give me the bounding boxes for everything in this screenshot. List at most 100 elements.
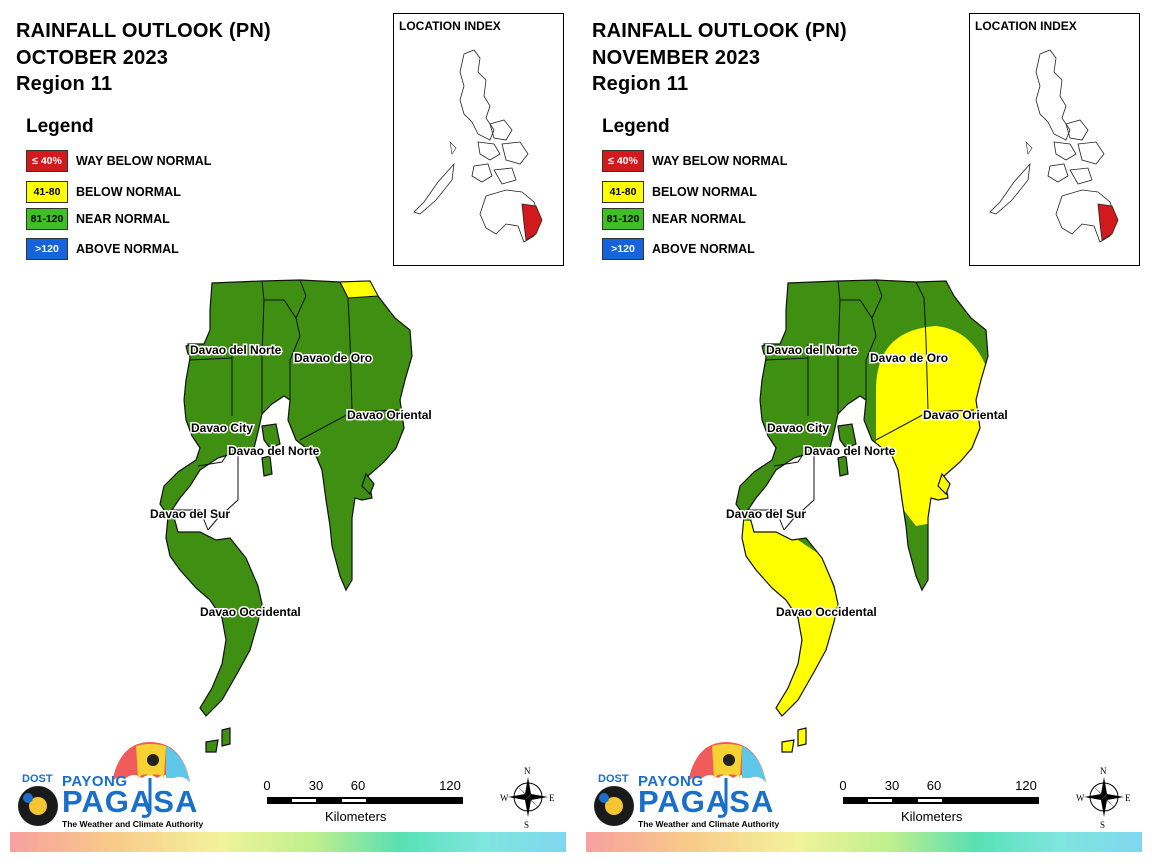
map-title: RAINFALL OUTLOOK (PN) bbox=[16, 20, 271, 42]
scale-unit-label: Kilometers bbox=[901, 809, 963, 824]
svg-text:W: W bbox=[500, 793, 509, 803]
payong-pagasa-logo: DOST PAYONG PAGASA The Weather and Clima… bbox=[592, 740, 779, 832]
legend-label: BELOW NORMAL bbox=[76, 185, 181, 199]
scale-tick: 30 bbox=[308, 778, 324, 793]
scale-unit-label: Kilometers bbox=[325, 809, 387, 824]
legend-swatch: >120 bbox=[602, 238, 644, 260]
philippines-index-map bbox=[989, 49, 1119, 243]
svg-text:N: N bbox=[524, 766, 531, 776]
label-davao-del-norte-samal: Davao del Norte bbox=[228, 444, 320, 458]
label-davao-de-oro: Davao de Oro bbox=[294, 351, 372, 365]
map-region: Region 11 bbox=[592, 73, 689, 95]
scale-bar: 0 30 60 120 Kilometers bbox=[260, 778, 470, 828]
island-samal bbox=[261, 423, 281, 449]
legend-label: NEAR NORMAL bbox=[652, 212, 746, 226]
location-index-inset: LOCATION INDEX bbox=[969, 13, 1140, 266]
region-11-map: Davao del Norte Davao de Oro Davao Orien… bbox=[725, 279, 1009, 753]
scale-bar-graphic bbox=[267, 797, 463, 804]
legend-title: Legend bbox=[602, 116, 670, 137]
map-region: Region 11 bbox=[16, 73, 113, 95]
legend-swatch: 41-80 bbox=[602, 181, 644, 203]
payong-pagasa-logo: DOST PAYONG PAGASA The Weather and Clima… bbox=[16, 740, 203, 832]
island-samal bbox=[837, 423, 857, 449]
label-davao-occidental: Davao Occidental bbox=[200, 605, 301, 619]
color-gradient-strip bbox=[586, 832, 1142, 852]
region-landmass bbox=[159, 279, 413, 717]
scale-tick: 30 bbox=[884, 778, 900, 793]
south-below-normal-zone bbox=[736, 520, 846, 716]
label-davao-oriental: Davao Oriental bbox=[923, 408, 1008, 422]
scale-tick: 60 bbox=[350, 778, 366, 793]
label-davao-del-norte: Davao del Norte bbox=[190, 343, 282, 357]
logo-tagline: The Weather and Climate Authority bbox=[62, 819, 204, 829]
umbrella-logo-icon bbox=[594, 742, 766, 826]
location-index-title: LOCATION INDEX bbox=[975, 19, 1077, 33]
logo-dost-text: DOST bbox=[598, 773, 629, 785]
location-index-inset: LOCATION INDEX bbox=[393, 13, 564, 266]
outlook-panel-november: RAINFALL OUTLOOK (PN) NOVEMBER 2023 Regi… bbox=[576, 0, 1152, 864]
island-south-2 bbox=[797, 727, 807, 747]
logo-dost-text: DOST bbox=[22, 773, 53, 785]
island-north-small bbox=[185, 343, 197, 355]
label-davao-del-sur: Davao del Sur bbox=[726, 507, 806, 521]
label-davao-de-oro: Davao de Oro bbox=[870, 351, 948, 365]
svg-text:S: S bbox=[524, 820, 529, 830]
island-small-2 bbox=[937, 472, 951, 496]
legend-label: WAY BELOW NORMAL bbox=[76, 154, 212, 168]
map-month: NOVEMBER 2023 bbox=[592, 47, 761, 69]
svg-text:W: W bbox=[1076, 793, 1085, 803]
logo-pagasa-text: PAGASA bbox=[62, 784, 199, 819]
label-davao-city: Davao City bbox=[191, 421, 253, 435]
legend-label: ABOVE NORMAL bbox=[76, 242, 179, 256]
region-11-map: Davao del Norte Davao de Oro Davao Orien… bbox=[149, 279, 433, 753]
legend-swatch: 41-80 bbox=[26, 181, 68, 203]
svg-text:N: N bbox=[1100, 766, 1107, 776]
island-north-small bbox=[761, 343, 773, 355]
compass-rose-icon: N S W E bbox=[500, 766, 555, 830]
island-small-1 bbox=[261, 455, 273, 477]
svg-text:S: S bbox=[1100, 820, 1105, 830]
color-gradient-strip bbox=[10, 832, 566, 852]
island-small-2 bbox=[361, 472, 375, 496]
island-south-1 bbox=[781, 739, 795, 753]
scale-tick: 0 bbox=[839, 778, 847, 793]
svg-text:E: E bbox=[549, 793, 555, 803]
island-south-2 bbox=[221, 727, 231, 747]
legend-label: WAY BELOW NORMAL bbox=[652, 154, 788, 168]
legend-label: ABOVE NORMAL bbox=[652, 242, 755, 256]
north-arrow-compass: N S W E bbox=[1076, 764, 1132, 830]
legend-label: NEAR NORMAL bbox=[76, 212, 170, 226]
legend-swatch: ≤ 40% bbox=[26, 150, 68, 172]
logo-pagasa-text: PAGASA bbox=[638, 784, 775, 819]
scale-tick: 120 bbox=[1015, 778, 1037, 793]
north-arrow-compass: N S W E bbox=[500, 764, 556, 830]
legend-swatch: 81-120 bbox=[602, 208, 644, 230]
island-small-1 bbox=[837, 455, 849, 477]
location-index-title: LOCATION INDEX bbox=[399, 19, 501, 33]
compass-rose-icon: N S W E bbox=[1076, 766, 1131, 830]
legend-swatch: 81-120 bbox=[26, 208, 68, 230]
map-title: RAINFALL OUTLOOK (PN) bbox=[592, 20, 847, 42]
philippines-index-map bbox=[413, 49, 543, 243]
legend-title: Legend bbox=[26, 116, 94, 137]
logo-payong-text: PAYONG bbox=[638, 773, 704, 790]
scale-tick: 60 bbox=[926, 778, 942, 793]
label-davao-del-norte: Davao del Norte bbox=[766, 343, 858, 357]
scale-tick: 120 bbox=[439, 778, 461, 793]
label-davao-city: Davao City bbox=[767, 421, 829, 435]
map-month: OCTOBER 2023 bbox=[16, 47, 169, 69]
logo-tagline: The Weather and Climate Authority bbox=[638, 819, 780, 829]
scale-bar-graphic bbox=[843, 797, 1039, 804]
scale-tick: 0 bbox=[263, 778, 271, 793]
umbrella-logo-icon bbox=[18, 742, 190, 826]
legend-swatch: >120 bbox=[26, 238, 68, 260]
legend-swatch: ≤ 40% bbox=[602, 150, 644, 172]
legend-label: BELOW NORMAL bbox=[652, 185, 757, 199]
label-davao-oriental: Davao Oriental bbox=[347, 408, 432, 422]
scale-bar: 0 30 60 120 Kilometers bbox=[836, 778, 1046, 828]
outlook-panel-october: RAINFALL OUTLOOK (PN) OCTOBER 2023 Regio… bbox=[10, 13, 566, 852]
svg-text:E: E bbox=[1125, 793, 1131, 803]
island-south-1 bbox=[205, 739, 219, 753]
label-davao-del-sur: Davao del Sur bbox=[150, 507, 230, 521]
label-davao-occidental: Davao Occidental bbox=[776, 605, 877, 619]
